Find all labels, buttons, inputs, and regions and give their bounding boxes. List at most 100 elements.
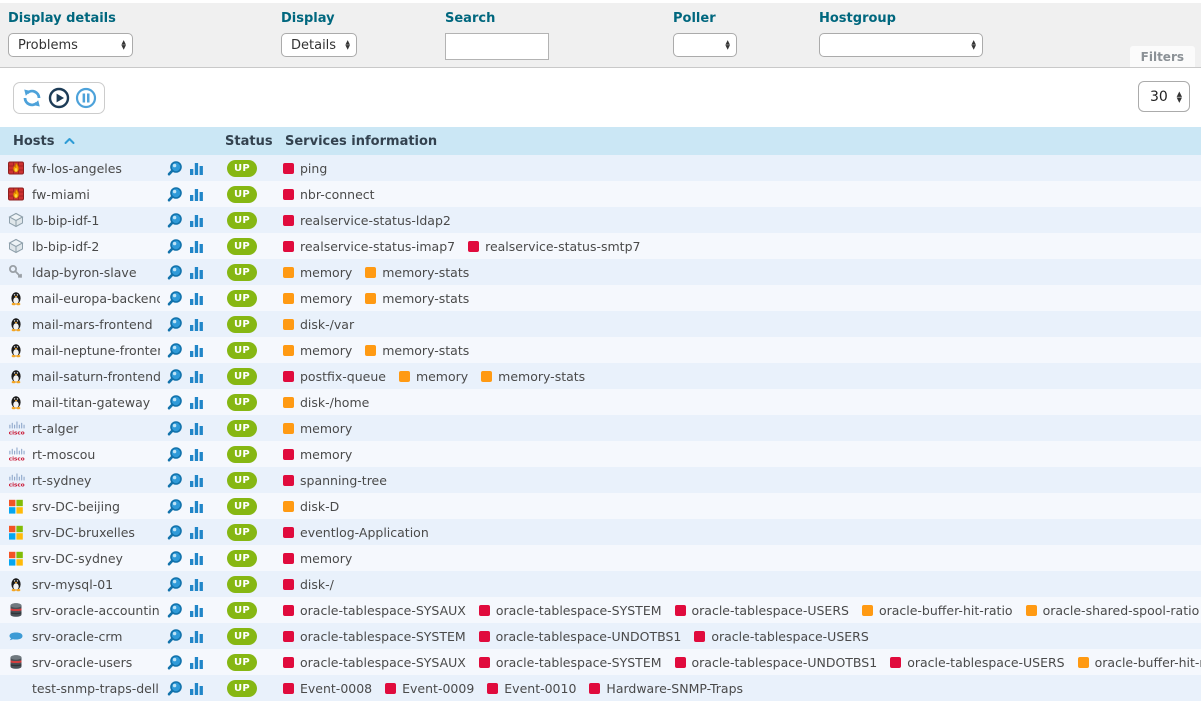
- host-graph-chart-icon[interactable]: [189, 291, 204, 306]
- host-detail-magnifier-icon[interactable]: [166, 446, 183, 463]
- host-graph-chart-icon[interactable]: [189, 343, 204, 358]
- host-detail-magnifier-icon[interactable]: [166, 290, 183, 307]
- host-graph-chart-icon[interactable]: [189, 603, 204, 618]
- service-chip[interactable]: oracle-tablespace-SYSAUX: [283, 655, 466, 670]
- host-name-link[interactable]: srv-DC-sydney: [32, 550, 123, 566]
- service-chip[interactable]: disk-D: [283, 499, 339, 514]
- service-chip[interactable]: oracle-tablespace-USERS: [674, 603, 849, 618]
- service-chip[interactable]: Event-0008: [283, 681, 372, 696]
- service-chip[interactable]: memory: [283, 421, 352, 436]
- host-detail-magnifier-icon[interactable]: [166, 654, 183, 671]
- host-graph-chart-icon[interactable]: [189, 629, 204, 644]
- host-detail-magnifier-icon[interactable]: [166, 264, 183, 281]
- service-chip[interactable]: realservice-status-smtp7: [468, 239, 640, 254]
- host-detail-magnifier-icon[interactable]: [166, 602, 183, 619]
- host-detail-magnifier-icon[interactable]: [166, 524, 183, 541]
- display-details-select[interactable]: Problems ▲ ▼: [8, 33, 133, 57]
- host-name-link[interactable]: ldap-byron-slave: [32, 264, 137, 280]
- service-chip[interactable]: memory-stats: [365, 343, 469, 358]
- host-graph-chart-icon[interactable]: [189, 265, 204, 280]
- host-detail-magnifier-icon[interactable]: [166, 628, 183, 645]
- host-graph-chart-icon[interactable]: [189, 395, 204, 410]
- host-name-link[interactable]: srv-oracle-crm: [32, 628, 123, 644]
- host-name-link[interactable]: srv-DC-bruxelles: [32, 524, 135, 540]
- host-detail-magnifier-icon[interactable]: [166, 316, 183, 333]
- host-name-link[interactable]: rt-alger: [32, 420, 79, 436]
- service-chip[interactable]: memory-stats: [365, 291, 469, 306]
- service-chip[interactable]: oracle-buffer-hit-ratio: [1077, 655, 1201, 670]
- column-header-services[interactable]: Services information: [285, 133, 438, 149]
- host-detail-magnifier-icon[interactable]: [166, 472, 183, 489]
- display-select[interactable]: Details ▲ ▼: [281, 33, 357, 57]
- host-name-link[interactable]: srv-oracle-accounting: [32, 602, 160, 618]
- host-graph-chart-icon[interactable]: [189, 187, 204, 202]
- service-chip[interactable]: memory: [283, 551, 352, 566]
- service-chip[interactable]: Event-0009: [385, 681, 474, 696]
- service-chip[interactable]: memory: [283, 343, 352, 358]
- service-chip[interactable]: disk-/: [283, 577, 334, 592]
- host-name-link[interactable]: lb-bip-idf-2: [32, 238, 100, 254]
- service-chip[interactable]: oracle-buffer-hit-ratio: [861, 603, 1013, 618]
- column-header-hosts[interactable]: Hosts: [0, 134, 222, 149]
- host-graph-chart-icon[interactable]: [189, 681, 204, 696]
- host-graph-chart-icon[interactable]: [189, 473, 204, 488]
- page-size-select[interactable]: 30 ▲ ▼: [1138, 81, 1190, 112]
- host-detail-magnifier-icon[interactable]: [166, 420, 183, 437]
- pause-icon[interactable]: [75, 87, 97, 109]
- service-chip[interactable]: oracle-tablespace-SYSAUX: [283, 603, 466, 618]
- column-header-status[interactable]: Status: [225, 133, 273, 149]
- hostgroup-select[interactable]: ▲ ▼: [819, 33, 983, 57]
- service-chip[interactable]: memory: [283, 447, 352, 462]
- host-name-link[interactable]: mail-titan-gateway: [32, 394, 151, 410]
- host-name-link[interactable]: test-snmp-traps-dell: [32, 680, 159, 696]
- service-chip[interactable]: memory: [398, 369, 468, 384]
- host-name-link[interactable]: fw-los-angeles: [32, 160, 122, 176]
- service-chip[interactable]: oracle-tablespace-SYSTEM: [478, 603, 662, 618]
- host-graph-chart-icon[interactable]: [189, 369, 204, 384]
- service-chip[interactable]: postfix-queue: [283, 369, 386, 384]
- service-chip[interactable]: oracle-tablespace-UNDOTBS1: [478, 629, 681, 644]
- host-name-link[interactable]: srv-oracle-users: [32, 654, 133, 670]
- host-detail-magnifier-icon[interactable]: [166, 342, 183, 359]
- service-chip[interactable]: disk-/var: [283, 317, 354, 332]
- poller-select[interactable]: ▲ ▼: [673, 33, 737, 57]
- host-graph-chart-icon[interactable]: [189, 317, 204, 332]
- service-chip[interactable]: memory-stats: [481, 369, 585, 384]
- service-chip[interactable]: ping: [283, 161, 327, 176]
- service-chip[interactable]: oracle-tablespace-SYSTEM: [283, 629, 466, 644]
- host-graph-chart-icon[interactable]: [189, 499, 204, 514]
- host-detail-magnifier-icon[interactable]: [166, 680, 183, 697]
- service-chip[interactable]: oracle-tablespace-USERS: [694, 629, 869, 644]
- service-chip[interactable]: oracle-tablespace-UNDOTBS1: [674, 655, 877, 670]
- host-detail-magnifier-icon[interactable]: [166, 212, 183, 229]
- host-graph-chart-icon[interactable]: [189, 447, 204, 462]
- host-graph-chart-icon[interactable]: [189, 551, 204, 566]
- host-name-link[interactable]: lb-bip-idf-1: [32, 212, 100, 228]
- search-input[interactable]: [445, 33, 549, 60]
- host-graph-chart-icon[interactable]: [189, 525, 204, 540]
- host-detail-magnifier-icon[interactable]: [166, 368, 183, 385]
- host-detail-magnifier-icon[interactable]: [166, 394, 183, 411]
- host-detail-magnifier-icon[interactable]: [166, 576, 183, 593]
- service-chip[interactable]: realservice-status-imap7: [283, 239, 455, 254]
- host-name-link[interactable]: srv-DC-beijing: [32, 498, 120, 514]
- service-chip[interactable]: oracle-shared-spool-ratio: [1025, 603, 1199, 618]
- service-chip[interactable]: eventlog-Application: [283, 525, 429, 540]
- host-name-link[interactable]: mail-mars-frontend: [32, 316, 153, 332]
- host-graph-chart-icon[interactable]: [189, 213, 204, 228]
- host-name-link[interactable]: fw-miami: [32, 186, 90, 202]
- refresh-icon[interactable]: [21, 87, 43, 109]
- service-chip[interactable]: spanning-tree: [283, 473, 387, 488]
- service-chip[interactable]: Event-0010: [487, 681, 576, 696]
- service-chip[interactable]: nbr-connect: [283, 187, 375, 202]
- host-graph-chart-icon[interactable]: [189, 421, 204, 436]
- host-graph-chart-icon[interactable]: [189, 239, 204, 254]
- host-detail-magnifier-icon[interactable]: [166, 498, 183, 515]
- host-name-link[interactable]: rt-sydney: [32, 472, 92, 488]
- play-icon[interactable]: [48, 87, 70, 109]
- host-graph-chart-icon[interactable]: [189, 655, 204, 670]
- service-chip[interactable]: realservice-status-ldap2: [283, 213, 451, 228]
- service-chip[interactable]: oracle-tablespace-USERS: [890, 655, 1065, 670]
- host-name-link[interactable]: mail-neptune-frontend: [32, 342, 160, 358]
- host-name-link[interactable]: mail-europa-backend: [32, 290, 160, 306]
